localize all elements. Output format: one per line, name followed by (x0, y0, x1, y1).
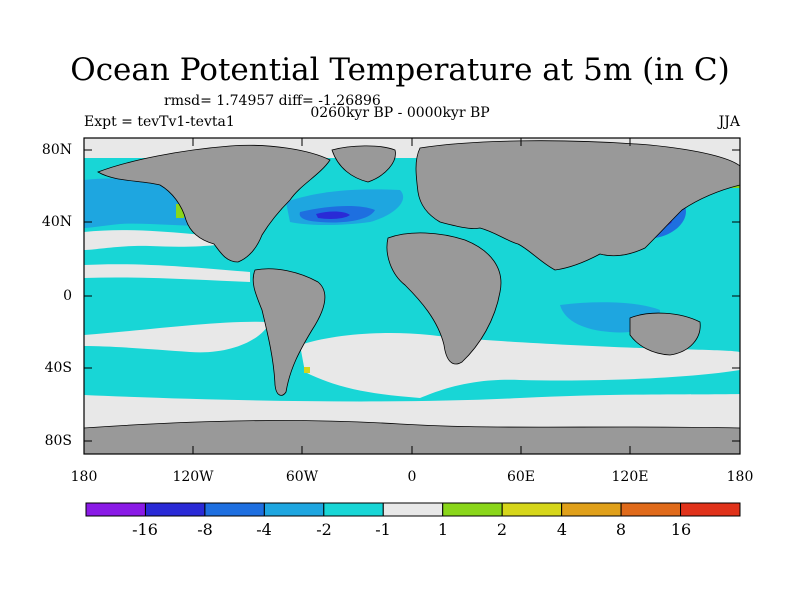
plot-title: Ocean Potential Temperature at 5m (in C) (70, 52, 730, 88)
land-masses (84, 140, 740, 454)
colorbar-swatch (382, 502, 444, 517)
colorbar (85, 502, 741, 517)
colorbar-swatch (442, 502, 503, 517)
colorbar-swatch (85, 502, 146, 517)
lon-label-60w: 60W (285, 469, 319, 485)
colorbar-swatch (680, 502, 741, 517)
colorbar-label: -1 (375, 520, 391, 539)
colorbar-label: 16 (670, 520, 692, 539)
lat-label-80n: 80N (41, 142, 72, 158)
colorbar-label: 1 (437, 520, 449, 539)
colorbar-label: 4 (556, 520, 568, 539)
lon-label-180e: 180 (726, 469, 754, 485)
eurasia (415, 140, 740, 271)
south-america (252, 268, 326, 396)
rmsd-diff-stats: rmsd= 1.74957 diff= -1.26896 (164, 93, 381, 109)
colorbar-swatch (144, 502, 206, 517)
map-layers (84, 138, 740, 454)
lon-label-180w: 180 (70, 469, 98, 485)
experiment-label: Expt = tevTv1-tevta1 (84, 114, 235, 130)
lat-label-80s: 80S (44, 433, 72, 449)
colorbar-swatch (561, 502, 622, 517)
colorbar-label: 8 (615, 520, 627, 539)
colorbar-swatch (204, 502, 265, 517)
greenland (331, 145, 396, 183)
time-period: 0260kyr BP - 0000kyr BP (310, 105, 490, 121)
colorbar-swatch (323, 502, 384, 517)
lon-ticks (192, 138, 631, 454)
africa (386, 232, 502, 365)
lat-label-40n: 40N (41, 214, 72, 230)
colorbar-label: -8 (197, 520, 213, 539)
lat-label-0: 0 (63, 288, 72, 304)
north-america (97, 144, 331, 263)
colorbar-swatch (620, 502, 682, 517)
lon-label-120e: 120E (611, 469, 649, 485)
lon-label-60e: 60E (506, 469, 536, 485)
gulf-stream-strongest (316, 211, 350, 219)
colorbar-label: -2 (316, 520, 332, 539)
colorbar-label: -16 (132, 520, 158, 539)
australia (629, 312, 701, 356)
lat-ticks (84, 149, 740, 442)
southern-ocean-band (300, 333, 740, 398)
colorbar-label: 2 (496, 520, 508, 539)
lat-label-40s: 40S (44, 360, 72, 376)
lon-label-120w: 120W (172, 469, 214, 485)
colorbar-swatch (501, 502, 563, 517)
colorbar-swatch (263, 502, 325, 517)
season-label: JJA (718, 114, 740, 130)
antarctica (84, 420, 740, 454)
south-pacific-band (84, 321, 270, 353)
warm-patch-patagonia (304, 367, 310, 373)
equatorial-pacific-band (84, 264, 250, 282)
colorbar-label: -4 (256, 520, 272, 539)
lon-label-0: 0 (407, 469, 417, 485)
warm-patch-california (176, 204, 184, 218)
